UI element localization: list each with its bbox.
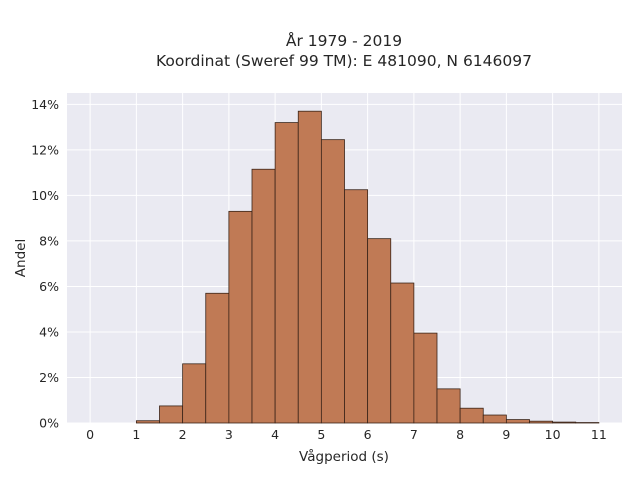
y-tick-label: 10%	[31, 188, 59, 203]
histogram-bar	[529, 420, 554, 424]
histogram-bar	[413, 332, 438, 424]
histogram-bar	[251, 168, 276, 424]
histogram-bar	[436, 388, 461, 424]
x-tick-label: 11	[591, 427, 607, 442]
y-tick-label: 2%	[39, 370, 59, 385]
x-tick-label: 7	[410, 427, 418, 442]
histogram-bar	[320, 139, 345, 424]
x-tick-label: 2	[179, 427, 187, 442]
y-tick-label: 14%	[31, 97, 59, 112]
x-tick-label: 8	[456, 427, 464, 442]
y-tick-labels: 0% 2% 4% 6% 8% 10% 12% 14%	[31, 97, 59, 431]
histogram-bar	[390, 282, 415, 424]
y-tick-label: 12%	[31, 142, 59, 157]
histogram-bar	[482, 414, 507, 424]
y-tick-label: 4%	[39, 324, 59, 339]
x-axis-label: Vågperiod (s)	[299, 448, 389, 465]
histogram-bar	[459, 407, 484, 424]
chart-subtitle: Koordinat (Sweref 99 TM): E 481090, N 61…	[156, 52, 532, 70]
histogram-bar	[505, 419, 530, 424]
histogram-bar	[159, 405, 184, 424]
x-tick-label: 5	[317, 427, 325, 442]
x-tick-label: 10	[545, 427, 561, 442]
y-tick-label: 8%	[39, 233, 59, 248]
x-tick-label: 0	[86, 427, 94, 442]
histogram-bar	[297, 110, 322, 424]
histogram-bar	[552, 421, 577, 424]
histogram-bar	[135, 420, 160, 424]
histogram-bar	[205, 292, 230, 424]
chart-title: År 1979 - 2019	[286, 31, 402, 50]
histogram-bar	[367, 238, 392, 424]
x-tick-label: 4	[271, 427, 279, 442]
histogram-bar	[182, 363, 207, 424]
x-tick-labels: 0 1 2 3 4 5 6 7 8 9 10 11	[86, 427, 607, 442]
histogram-bar	[274, 122, 299, 424]
y-tick-label: 0%	[39, 416, 59, 431]
x-tick-label: 9	[502, 427, 510, 442]
bars	[135, 110, 600, 424]
x-tick-label: 6	[364, 427, 372, 442]
y-tick-label: 6%	[39, 279, 59, 294]
y-axis-label: Andel	[13, 239, 29, 277]
histogram-bar	[344, 189, 369, 424]
x-tick-label: 3	[225, 427, 233, 442]
histogram-bar	[228, 210, 253, 424]
x-tick-label: 1	[132, 427, 140, 442]
